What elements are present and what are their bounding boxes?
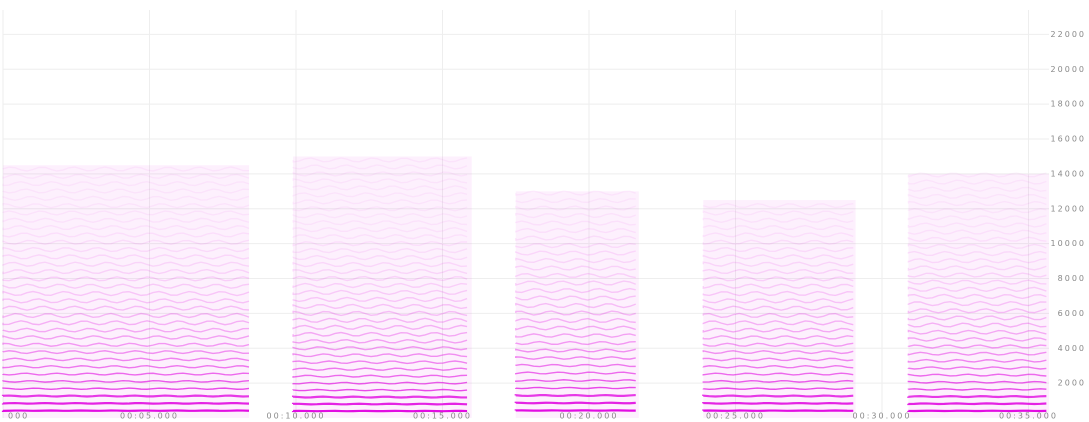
y-tick-label: 18000 [1051,100,1086,109]
voiced-region [516,191,639,418]
harmonic [293,397,467,398]
harmonic [293,404,467,405]
harmonic [3,396,249,397]
spectrogram-view: 2000 4000 6000 8000 10000 12000 14000 16000 1800… [0,0,1089,422]
harmonic [908,396,1046,397]
harmonic [3,403,249,404]
y-tick-label: 14000 [1051,169,1086,178]
harmonic [703,396,853,397]
x-tick-label: 00:25.000 [706,412,765,421]
x-tick-label: 00:10.000 [267,412,326,421]
x-tick-label: 000 [8,412,29,421]
y-tick-label: 16000 [1051,135,1086,144]
harmonic [516,403,636,404]
harmonic [703,403,853,404]
y-tick-label: 12000 [1051,204,1086,213]
y-tick-label: 6000 [1058,309,1086,318]
harmonic [908,403,1046,404]
x-tick-label: 00:20.000 [560,412,619,421]
x-tick-label: 00:15.000 [413,412,472,421]
x-tick-label: 00:30.000 [853,412,912,421]
x-tick-label: 00:35.000 [999,412,1058,421]
y-tick-label: 8000 [1058,274,1086,283]
harmonic [516,395,636,396]
y-tick-label: 4000 [1058,344,1086,353]
y-tick-label: 2000 [1058,379,1086,388]
x-tick-label: 00:05.000 [120,412,179,421]
y-tick-label: 10000 [1051,239,1086,248]
y-tick-label: 22000 [1051,30,1086,39]
y-tick-label: 20000 [1051,65,1086,74]
